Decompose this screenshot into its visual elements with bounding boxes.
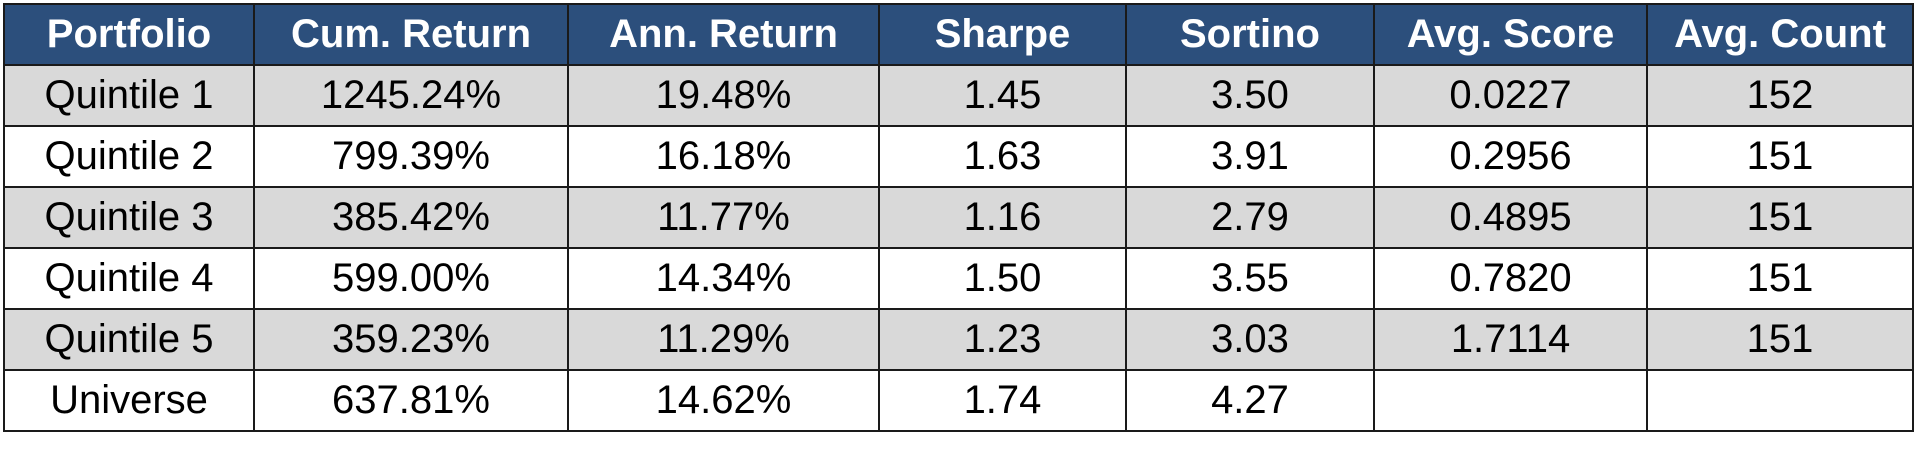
cell-cum-return: 385.42% [253, 186, 569, 249]
cell-sortino: 3.91 [1125, 125, 1375, 188]
cell-avg-count: 151 [1646, 247, 1914, 310]
cell-avg-count [1646, 369, 1914, 432]
cell-sortino: 2.79 [1125, 186, 1375, 249]
cell-portfolio: Universe [3, 369, 255, 432]
cell-ann-return: 14.34% [567, 247, 880, 310]
cell-portfolio: Quintile 1 [3, 64, 255, 127]
cell-avg-score: 0.2956 [1373, 125, 1648, 188]
cell-cum-return: 637.81% [253, 369, 569, 432]
table-row: Quintile 4 599.00% 14.34% 1.50 3.55 0.78… [3, 247, 1914, 310]
cell-ann-return: 19.48% [567, 64, 880, 127]
cell-sortino: 4.27 [1125, 369, 1375, 432]
table-row: Quintile 2 799.39% 16.18% 1.63 3.91 0.29… [3, 125, 1914, 188]
header-ann-return: Ann. Return [567, 3, 880, 66]
cell-cum-return: 1245.24% [253, 64, 569, 127]
table-row: Quintile 3 385.42% 11.77% 1.16 2.79 0.48… [3, 186, 1914, 249]
cell-cum-return: 799.39% [253, 125, 569, 188]
cell-avg-score: 0.4895 [1373, 186, 1648, 249]
cell-portfolio: Quintile 3 [3, 186, 255, 249]
cell-portfolio: Quintile 4 [3, 247, 255, 310]
cell-portfolio: Quintile 2 [3, 125, 255, 188]
cell-ann-return: 11.77% [567, 186, 880, 249]
cell-sharpe: 1.63 [878, 125, 1127, 188]
cell-ann-return: 11.29% [567, 308, 880, 371]
cell-sharpe: 1.74 [878, 369, 1127, 432]
cell-cum-return: 599.00% [253, 247, 569, 310]
cell-avg-count: 152 [1646, 64, 1914, 127]
cell-avg-count: 151 [1646, 125, 1914, 188]
table-row: Quintile 5 359.23% 11.29% 1.23 3.03 1.71… [3, 308, 1914, 371]
cell-sharpe: 1.16 [878, 186, 1127, 249]
header-sharpe: Sharpe [878, 3, 1127, 66]
header-avg-score: Avg. Score [1373, 3, 1648, 66]
cell-sharpe: 1.50 [878, 247, 1127, 310]
header-cum-return: Cum. Return [253, 3, 569, 66]
cell-portfolio: Quintile 5 [3, 308, 255, 371]
cell-sortino: 3.55 [1125, 247, 1375, 310]
cell-sortino: 3.50 [1125, 64, 1375, 127]
cell-sharpe: 1.23 [878, 308, 1127, 371]
header-portfolio: Portfolio [3, 3, 255, 66]
cell-avg-score: 1.7114 [1373, 308, 1648, 371]
cell-avg-score: 0.7820 [1373, 247, 1648, 310]
cell-avg-score: 0.0227 [1373, 64, 1648, 127]
cell-sharpe: 1.45 [878, 64, 1127, 127]
cell-avg-score [1373, 369, 1648, 432]
cell-avg-count: 151 [1646, 308, 1914, 371]
cell-ann-return: 16.18% [567, 125, 880, 188]
header-sortino: Sortino [1125, 3, 1375, 66]
cell-cum-return: 359.23% [253, 308, 569, 371]
cell-ann-return: 14.62% [567, 369, 880, 432]
portfolio-performance-table: Portfolio Cum. Return Ann. Return Sharpe… [3, 3, 1914, 432]
cell-sortino: 3.03 [1125, 308, 1375, 371]
header-avg-count: Avg. Count [1646, 3, 1914, 66]
header-row: Portfolio Cum. Return Ann. Return Sharpe… [3, 3, 1914, 66]
cell-avg-count: 151 [1646, 186, 1914, 249]
table-row: Quintile 1 1245.24% 19.48% 1.45 3.50 0.0… [3, 64, 1914, 127]
table-row: Universe 637.81% 14.62% 1.74 4.27 [3, 369, 1914, 432]
